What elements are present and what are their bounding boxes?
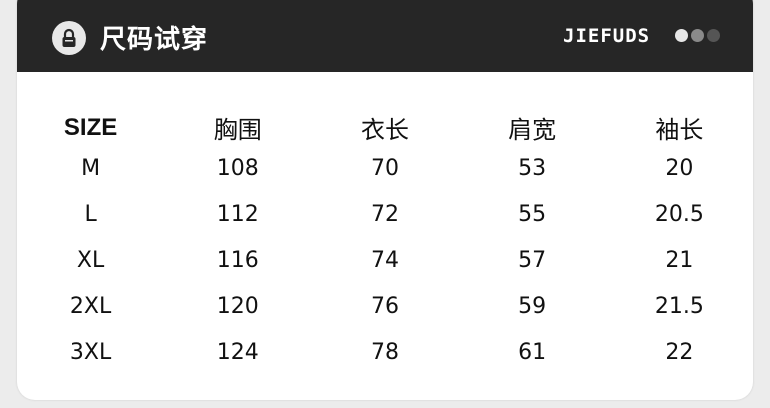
page-title: 尺码试穿: [100, 25, 209, 55]
column-header: 胸围: [213, 116, 262, 144]
lock-icon: [52, 21, 86, 55]
table-row: L 112 72 55 20.5: [17, 191, 753, 237]
column-header: SIZE: [63, 113, 118, 141]
table-row: 3XL 124 78 61 22: [17, 329, 753, 375]
table-cell: 116: [216, 247, 259, 273]
table-cell: 76: [370, 293, 399, 319]
table-cell: 78: [370, 339, 399, 365]
table-cell: 22: [665, 339, 694, 365]
table-cell: 55: [518, 201, 547, 227]
table-cell: 3XL: [69, 339, 112, 365]
column-header: 袖长: [655, 116, 704, 144]
size-table: SIZE 胸围 衣长 肩宽 袖长 M 108 70 53 20 L 112 72 55 20.5 XL 116…: [17, 110, 753, 375]
table-cell: 59: [518, 293, 547, 319]
table-cell: 72: [370, 201, 399, 227]
table-cell: 120: [216, 293, 259, 319]
size-chart-card: 尺码试穿 JIEFUDS SIZE 胸围 衣长 肩宽 袖长 M 108 70 53 20 L 112…: [17, 0, 753, 400]
table-cell: 108: [216, 155, 259, 181]
table-cell: 20.5: [654, 201, 704, 227]
table-cell: 53: [518, 155, 547, 181]
header: 尺码试穿 JIEFUDS: [17, 0, 753, 72]
dot-1: [675, 29, 688, 42]
table-cell: M: [81, 155, 101, 181]
dot-3: [707, 29, 720, 42]
column-header: 衣长: [360, 116, 409, 144]
table-cell: 20: [665, 155, 694, 181]
brand-name: JIEFUDS: [563, 25, 651, 47]
table-cell: 57: [518, 247, 547, 273]
table-cell: 61: [518, 339, 547, 365]
table-row: 2XL 120 76 59 21.5: [17, 283, 753, 329]
table-cell: XL: [76, 247, 105, 273]
table-cell: 21.5: [654, 293, 704, 319]
column-header: 肩宽: [508, 116, 557, 144]
table-cell: L: [84, 201, 97, 227]
table-header-row: SIZE 胸围 衣长 肩宽 袖长: [17, 110, 753, 145]
table-row: M 108 70 53 20: [17, 145, 753, 191]
table-cell: 2XL: [69, 293, 112, 319]
dots-indicator: [675, 29, 720, 42]
table-cell: 74: [370, 247, 399, 273]
table-cell: 21: [665, 247, 694, 273]
table-cell: 112: [216, 201, 259, 227]
table-cell: 124: [216, 339, 259, 365]
table-cell: 70: [370, 155, 399, 181]
dot-2: [691, 29, 704, 42]
table-row: XL 116 74 57 21: [17, 237, 753, 283]
